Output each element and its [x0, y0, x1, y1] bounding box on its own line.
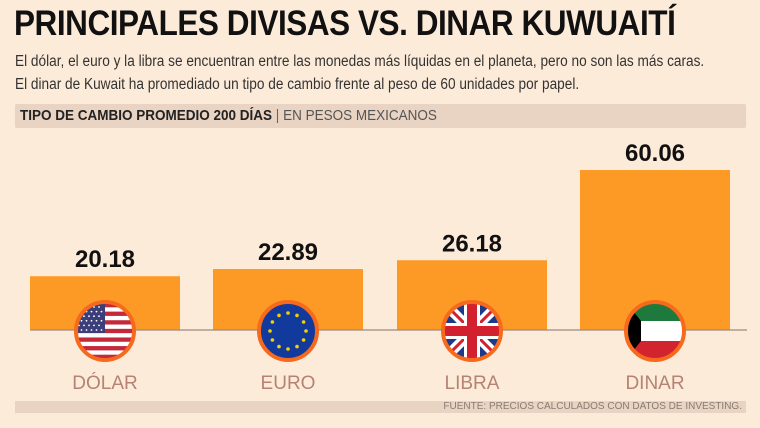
- chart-header-unit: EN PESOS MEXICANOS: [283, 107, 437, 124]
- value-label: 26.18: [442, 230, 502, 257]
- kuwait-flag-icon: [624, 300, 686, 362]
- source-bar: FUENTE: PRECIOS CALCULADOS CON DATOS DE …: [15, 401, 746, 413]
- category-label: DINAR: [625, 373, 684, 394]
- page-title: PRINCIPALES DIVISAS VS. DINAR KUWUAITÍ: [14, 4, 676, 43]
- value-label: 22.89: [258, 239, 318, 266]
- value-label: 20.18: [75, 246, 135, 273]
- source-note: FUENTE: PRECIOS CALCULADOS CON DATOS DE …: [443, 401, 742, 412]
- uk-flag-icon: [441, 300, 503, 362]
- chart-header: TIPO DE CAMBIO PROMEDIO 200 DÍAS | EN PE…: [15, 104, 746, 128]
- us-flag-icon: [74, 300, 136, 362]
- eu-flag-icon: [257, 300, 319, 362]
- category-label: DÓLAR: [72, 372, 137, 394]
- value-label: 60.06: [625, 140, 685, 167]
- chart-header-label: TIPO DE CAMBIO PROMEDIO 200 DÍAS: [20, 107, 273, 124]
- subtitle: El dólar, el euro y la libra se encuentr…: [15, 53, 705, 93]
- category-label: LIBRA: [445, 373, 500, 394]
- category-label: EURO: [261, 373, 316, 394]
- chart-header-separator: |: [275, 107, 280, 124]
